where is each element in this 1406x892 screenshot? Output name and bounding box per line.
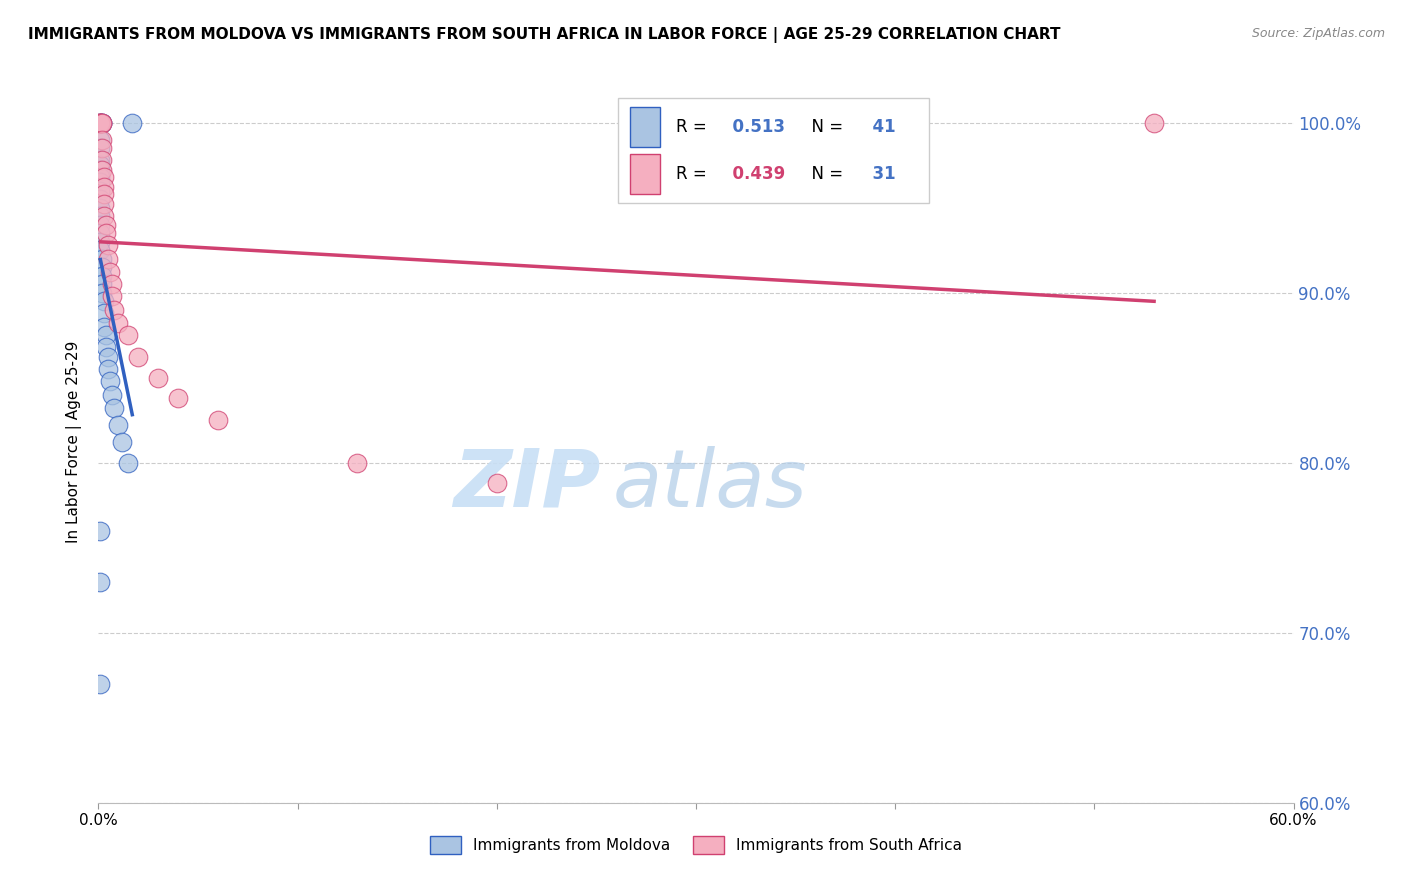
Point bbox=[101, 388, 124, 402]
Point bbox=[91, 141, 114, 155]
Text: N =: N = bbox=[801, 119, 848, 136]
Point bbox=[93, 319, 115, 334]
Point bbox=[127, 351, 149, 365]
Point bbox=[1143, 116, 1166, 130]
Point bbox=[148, 371, 170, 385]
Point bbox=[91, 116, 114, 130]
Point bbox=[93, 306, 115, 320]
Point bbox=[89, 116, 111, 130]
Text: 0.513: 0.513 bbox=[721, 119, 785, 136]
Point bbox=[89, 116, 111, 130]
Point bbox=[107, 418, 129, 433]
Point bbox=[89, 170, 111, 185]
Point bbox=[91, 153, 114, 168]
Point bbox=[89, 574, 111, 589]
Point bbox=[89, 141, 111, 155]
FancyBboxPatch shape bbox=[619, 98, 929, 203]
Point bbox=[93, 180, 115, 194]
Point bbox=[91, 277, 114, 292]
Point bbox=[89, 116, 111, 130]
Point bbox=[121, 116, 143, 130]
Point bbox=[89, 218, 111, 232]
Point bbox=[117, 456, 139, 470]
Point bbox=[89, 192, 111, 206]
Point bbox=[91, 116, 114, 130]
Point bbox=[89, 209, 111, 223]
Point bbox=[107, 317, 129, 331]
Point bbox=[97, 351, 120, 365]
Point bbox=[485, 476, 508, 491]
Point bbox=[89, 116, 111, 130]
Point bbox=[93, 170, 115, 185]
Point bbox=[89, 163, 111, 178]
Point bbox=[101, 277, 124, 292]
Point bbox=[98, 265, 122, 279]
Point bbox=[91, 268, 114, 283]
Text: N =: N = bbox=[801, 165, 848, 183]
FancyBboxPatch shape bbox=[630, 154, 661, 194]
Point bbox=[89, 244, 111, 258]
Point bbox=[89, 227, 111, 241]
Point bbox=[111, 435, 134, 450]
Text: R =: R = bbox=[676, 119, 711, 136]
Point bbox=[93, 294, 115, 309]
Point bbox=[96, 328, 118, 343]
Point bbox=[93, 187, 115, 202]
Text: 31: 31 bbox=[860, 165, 896, 183]
Point bbox=[91, 116, 114, 130]
FancyBboxPatch shape bbox=[630, 107, 661, 147]
Point bbox=[89, 184, 111, 198]
Point bbox=[93, 209, 115, 223]
Point bbox=[89, 524, 111, 538]
Point bbox=[346, 456, 368, 470]
Text: 0.439: 0.439 bbox=[721, 165, 786, 183]
Point bbox=[89, 116, 111, 130]
Text: ZIP: ZIP bbox=[453, 446, 600, 524]
Point bbox=[98, 374, 122, 388]
Text: R =: R = bbox=[676, 165, 711, 183]
Point bbox=[89, 235, 111, 249]
Point bbox=[91, 252, 114, 266]
Point bbox=[101, 289, 124, 303]
Point bbox=[96, 218, 118, 232]
Point bbox=[89, 677, 111, 691]
Text: Source: ZipAtlas.com: Source: ZipAtlas.com bbox=[1251, 27, 1385, 40]
Point bbox=[89, 201, 111, 215]
Point bbox=[91, 285, 114, 300]
Text: IMMIGRANTS FROM MOLDOVA VS IMMIGRANTS FROM SOUTH AFRICA IN LABOR FORCE | AGE 25-: IMMIGRANTS FROM MOLDOVA VS IMMIGRANTS FR… bbox=[28, 27, 1060, 43]
Point bbox=[117, 328, 139, 343]
Text: atlas: atlas bbox=[613, 446, 807, 524]
Point bbox=[207, 413, 229, 427]
Point bbox=[103, 401, 125, 416]
Point bbox=[97, 238, 120, 252]
Point bbox=[93, 197, 115, 211]
Point bbox=[167, 391, 190, 405]
Point bbox=[96, 227, 118, 241]
Point bbox=[97, 252, 120, 266]
Point bbox=[91, 163, 114, 178]
Point bbox=[97, 362, 120, 376]
Text: 41: 41 bbox=[860, 119, 896, 136]
Y-axis label: In Labor Force | Age 25-29: In Labor Force | Age 25-29 bbox=[66, 341, 83, 542]
Legend: Immigrants from Moldova, Immigrants from South Africa: Immigrants from Moldova, Immigrants from… bbox=[425, 830, 967, 860]
Point bbox=[91, 133, 114, 147]
Point bbox=[89, 133, 111, 147]
Point bbox=[89, 153, 111, 168]
Point bbox=[89, 175, 111, 189]
Point bbox=[91, 260, 114, 275]
Point bbox=[103, 302, 125, 317]
Point bbox=[96, 340, 118, 354]
Point bbox=[91, 116, 114, 130]
Point bbox=[89, 158, 111, 172]
